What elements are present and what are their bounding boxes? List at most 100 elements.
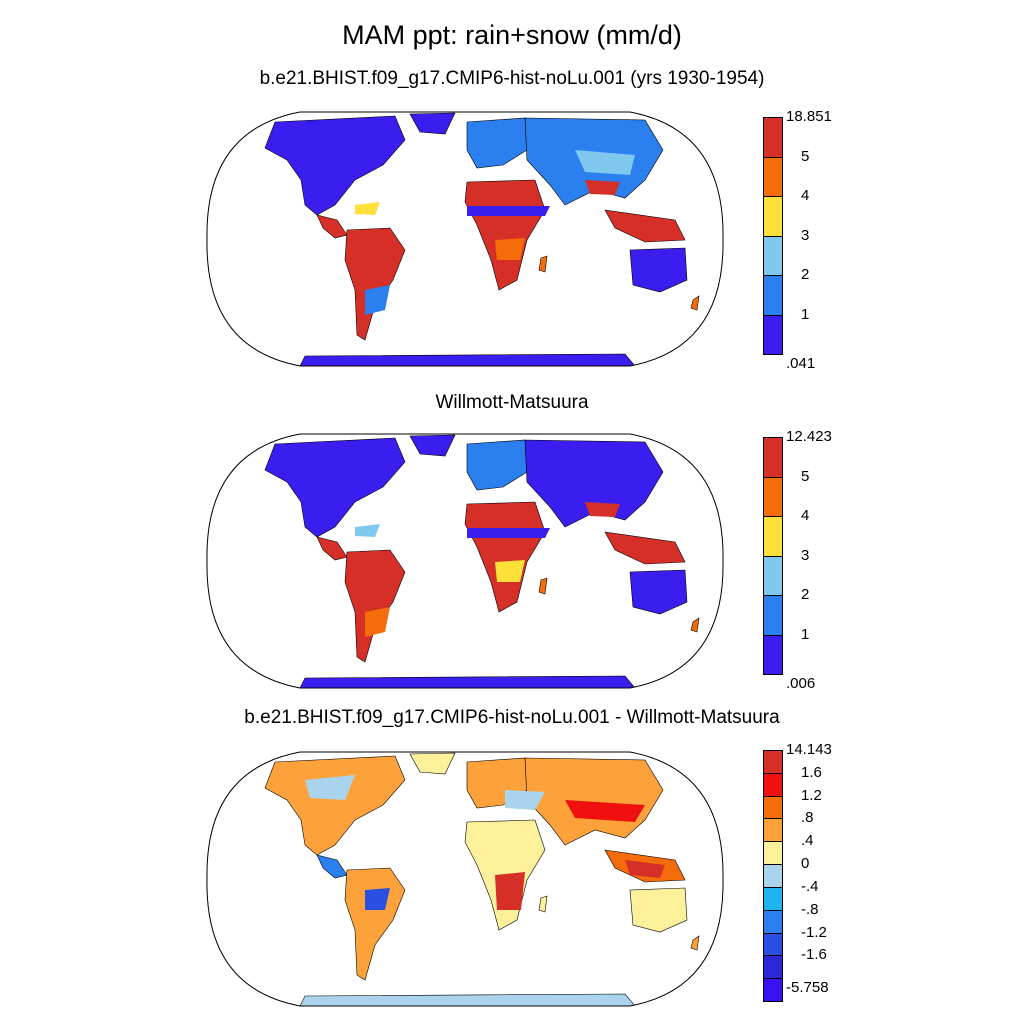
land-centralAm (316, 854, 348, 879)
colorbar-box (763, 750, 783, 774)
colorbar-box (763, 886, 783, 911)
land-nz (690, 295, 700, 311)
panel-2-title: Willmott-Matsuura (435, 392, 589, 413)
map-land-layer (264, 112, 700, 366)
panel-3-map (206, 751, 724, 1007)
colorbar-tick-label: .4 (801, 832, 814, 850)
land-detail-patch (365, 888, 390, 910)
land-madagascar (538, 895, 548, 913)
colorbar-tick-label: -1.6 (801, 946, 827, 964)
land-antarctica (299, 353, 636, 366)
land-southAmerica (344, 227, 406, 341)
panel-3-title: b.e21.BHIST.f09_g17.CMIP6-hist-noLu.001 … (244, 707, 780, 728)
land-northAmerica (264, 115, 406, 216)
land-asia (524, 757, 664, 846)
land-australia (629, 569, 688, 615)
colorbar-tick-label: .006 (786, 675, 816, 692)
land-detail-patch (495, 238, 525, 260)
land-centralAm (316, 214, 348, 239)
colorbar-box (763, 437, 783, 478)
colorbar-tick-label: 1 (801, 625, 810, 643)
colorbar-box (763, 595, 783, 636)
land-seAsia (604, 531, 686, 565)
colorbar-box (763, 818, 783, 843)
colorbar-tick-label: 2 (801, 266, 810, 283)
colorbar-tick-label: 4 (801, 187, 810, 204)
land-detail-patch (355, 524, 380, 537)
land-southAmerica (344, 549, 406, 663)
land-seAsia (604, 209, 686, 243)
land-detail-patch (575, 150, 635, 175)
colorbar-tick-label: 3 (801, 226, 810, 244)
colorbar-tick-label: 18.851 (786, 108, 832, 125)
land-detail-patch (365, 607, 390, 637)
colorbar-boxes (763, 117, 783, 355)
colorbar-tick-label: 1.6 (801, 763, 822, 781)
colorbar-box (763, 156, 783, 197)
land-africa (464, 501, 546, 613)
land-greenland (409, 434, 456, 457)
land-europe (466, 117, 528, 169)
land-africa (464, 179, 546, 291)
colorbar-tick-label: 2 (801, 586, 810, 603)
land-madagascar (538, 577, 548, 595)
colorbar-box (763, 634, 783, 675)
colorbar-boxes (763, 750, 783, 1002)
land-greenland (409, 112, 456, 135)
colorbar-box (763, 235, 783, 276)
land-australia (629, 247, 688, 293)
panel-1-title: b.e21.BHIST.f09_g17.CMIP6-hist-noLu.001 … (259, 68, 765, 89)
colorbar-tick-label: .041 (786, 355, 816, 372)
colorbar-tick-label: 0 (801, 855, 810, 873)
colorbar-box (763, 932, 783, 957)
land-greenland (409, 752, 456, 775)
colorbar-box (763, 772, 783, 797)
colorbar-box (763, 864, 783, 888)
colorbar-tick-label: -5.758 (786, 979, 829, 997)
land-centralAm (316, 536, 348, 561)
land-detail-patch (505, 790, 545, 810)
colorbar-tick-label: 12.423 (786, 428, 832, 445)
land-northAmerica (264, 437, 406, 538)
land-nz (690, 935, 700, 951)
panel-1-map (206, 111, 724, 367)
panel-2-map (206, 433, 724, 689)
colorbar-boxes (763, 437, 783, 675)
colorbar-box (763, 117, 783, 158)
map-outline (206, 751, 724, 1007)
land-detail-patch (467, 528, 550, 538)
colorbar-tick-label: 3 (801, 546, 810, 564)
land-detail-patch (365, 285, 390, 315)
colorbar-tick-label: 4 (801, 507, 810, 524)
land-detail-patch (495, 872, 525, 910)
colorbar-box (763, 909, 783, 934)
colorbar-tick-label: -.8 (801, 900, 819, 918)
map-land-layer (264, 752, 700, 1006)
colorbar-box (763, 476, 783, 517)
land-europe (466, 439, 528, 491)
colorbar-box (763, 955, 783, 980)
land-detail-patch (585, 180, 620, 195)
land-southAmerica (344, 867, 406, 981)
colorbar-box (763, 555, 783, 596)
land-detail-patch (355, 202, 380, 215)
colorbar-box (763, 795, 783, 820)
colorbar-box (763, 314, 783, 355)
colorbar-tick-label: -.4 (801, 877, 819, 895)
colorbar-box (763, 196, 783, 237)
land-detail-patch (625, 860, 665, 878)
colorbar-tick-label: 1.2 (801, 786, 822, 804)
colorbar-tick-label: 5 (801, 467, 810, 485)
land-detail-patch (565, 800, 645, 822)
colorbar-box (763, 516, 783, 557)
map-outline (206, 433, 724, 689)
colorbar-tick-label: 14.143 (786, 741, 832, 758)
figure-title: MAM ppt: rain+snow (mm/d) (342, 20, 682, 50)
colorbar-tick-label: -1.2 (801, 923, 827, 941)
land-detail-patch (495, 560, 525, 582)
map-land-layer (264, 434, 700, 688)
land-antarctica (299, 675, 636, 688)
land-madagascar (538, 255, 548, 273)
colorbar-box (763, 275, 783, 316)
map-outline (206, 111, 724, 367)
